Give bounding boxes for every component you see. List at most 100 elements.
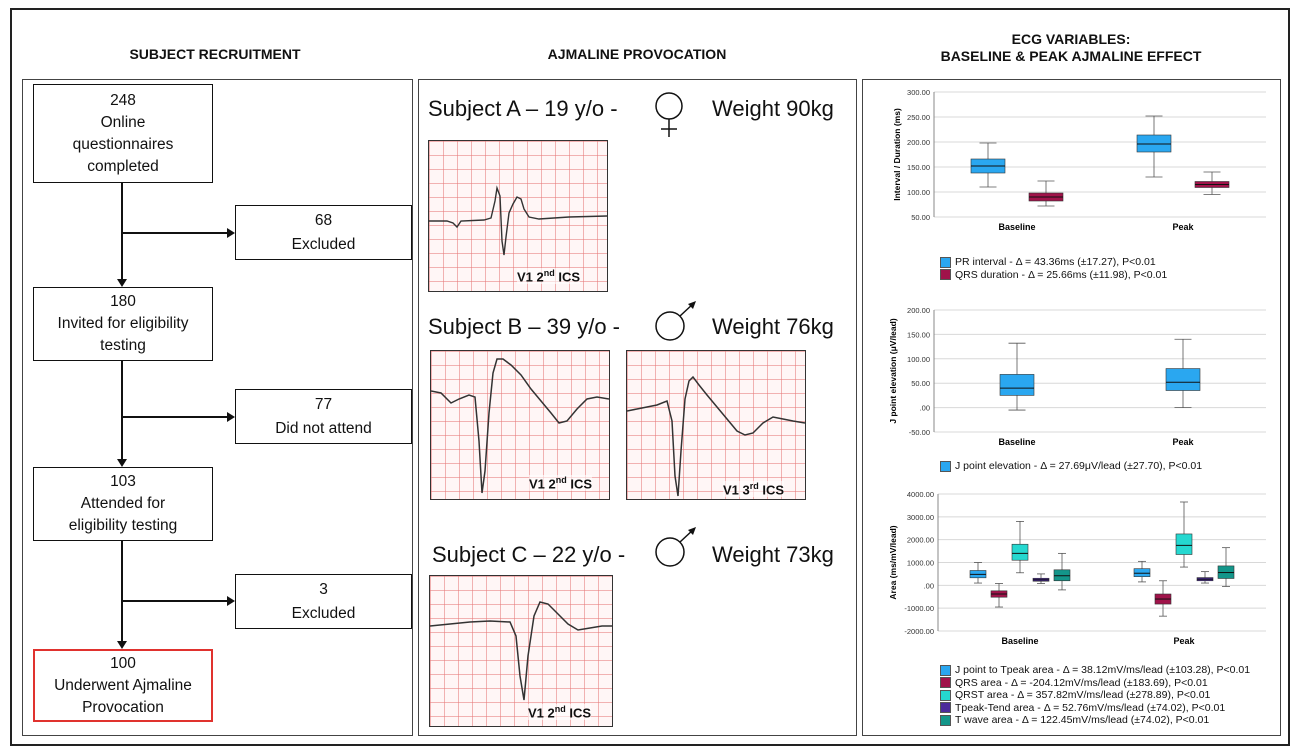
y-tick-label: 100.00 bbox=[907, 355, 930, 364]
flow-text: eligibility testing bbox=[68, 517, 178, 534]
ecg-trace-subject-b-v1-3rd: V1 3rd ICS bbox=[626, 350, 806, 500]
flow-count: 68 bbox=[314, 211, 333, 229]
chart-pr-qrs-boxplot: 50.00 100.00 150.00 200.00 250.00 300.00 Inter… bbox=[892, 88, 1266, 232]
subject-b-label: Subject B – 39 y/o - bbox=[428, 314, 620, 339]
arrow-down-icon bbox=[117, 641, 127, 649]
y-axis-label: Interval / Duration (ms) bbox=[892, 108, 902, 201]
y-tick-label: .00 bbox=[920, 404, 930, 413]
legend-item: J point to Tpeak area - Δ = 38.12mV/ms/l… bbox=[940, 664, 1250, 677]
header-ecg-line1: ECG VARIABLES: bbox=[1011, 31, 1131, 47]
legend-item: QRS area - Δ = -204.12mV/ms/lead (±183.6… bbox=[940, 677, 1250, 690]
header-ajmaline-provocation: AJMALINE PROVOCATION bbox=[547, 46, 727, 62]
y-tick-label: 100.00 bbox=[907, 188, 930, 197]
flow-text: Attended for bbox=[80, 495, 166, 512]
legend-area: J point to Tpeak area - Δ = 38.12mV/ms/l… bbox=[940, 664, 1250, 727]
male-symbol-icon bbox=[655, 301, 696, 341]
flow-text: Excluded bbox=[291, 604, 356, 622]
arrow-right-icon bbox=[227, 596, 235, 606]
flow-text: completed bbox=[87, 157, 159, 175]
legend-item: T wave area - Δ = 122.45mV/ms/lead (±74.… bbox=[940, 714, 1250, 727]
flow-text: questionnaires bbox=[72, 135, 174, 153]
ecg-lead-label: V1 2nd ICS bbox=[529, 475, 593, 492]
box-j-point-elevation bbox=[1165, 368, 1201, 391]
ecg-lead-label: V1 2nd ICS bbox=[528, 704, 592, 721]
y-tick-label: 1000.00 bbox=[907, 559, 934, 568]
male-symbol-icon bbox=[655, 527, 696, 567]
y-tick-label: 200.00 bbox=[907, 138, 930, 147]
header-subject-recruitment: SUBJECT RECRUITMENT bbox=[129, 46, 301, 62]
ecg-waveform bbox=[627, 375, 805, 497]
subject-a-weight: Weight 90kg bbox=[712, 96, 834, 121]
ecg-lead-label: V1 2nd ICS bbox=[517, 268, 581, 285]
chart-jpoint-boxplot: -50.00 .00 50.00 100.00 150.00 200.00 J point … bbox=[888, 306, 1266, 447]
x-category-label: Baseline bbox=[1001, 636, 1038, 646]
y-tick-label: 50.00 bbox=[911, 213, 930, 222]
y-tick-label: 200.00 bbox=[907, 306, 930, 315]
box-j-point-elevation bbox=[999, 374, 1035, 396]
ecg-lead-label: V1 3rd ICS bbox=[723, 481, 785, 498]
flow-connector bbox=[121, 361, 123, 459]
female-symbol-icon bbox=[655, 92, 683, 137]
box-j-point-to-tpeak-area bbox=[1133, 568, 1151, 577]
header-ecg-variables: ECG VARIABLES: BASELINE & PEAK AJMALINE … bbox=[862, 31, 1280, 65]
arrow-right-icon bbox=[227, 412, 235, 422]
flow-count: 3 bbox=[319, 580, 328, 598]
y-tick-label: -2000.00 bbox=[904, 627, 934, 636]
legend-swatch-qrst-area bbox=[940, 689, 951, 701]
legend-item: J point elevation - Δ = 27.69μV/lead (±2… bbox=[940, 460, 1202, 473]
flow-count: 103 bbox=[110, 473, 136, 490]
y-tick-label: 50.00 bbox=[911, 379, 930, 388]
legend-swatch-jpoint bbox=[940, 460, 951, 472]
flow-text: Underwent Ajmaline bbox=[54, 676, 192, 694]
x-category-label: Peak bbox=[1172, 437, 1194, 447]
subject-a-label: Subject A – 19 y/o - bbox=[428, 96, 618, 121]
flow-count: 77 bbox=[314, 395, 333, 413]
arrow-down-icon bbox=[117, 459, 127, 467]
flow-box-underwent-ajmaline: 100 Underwent Ajmaline Provocation bbox=[33, 649, 213, 722]
y-tick-label: .00 bbox=[924, 581, 934, 590]
legend-item: Tpeak-Tend area - Δ = 52.76mV/ms/lead (±… bbox=[940, 702, 1250, 715]
x-category-label: Baseline bbox=[998, 437, 1035, 447]
y-tick-label: 2000.00 bbox=[907, 536, 934, 545]
flow-box-questionnaires: 248 Online questionnaires completed bbox=[33, 84, 213, 183]
flow-box-did-not-attend: 77 Did not attend bbox=[235, 389, 412, 444]
y-tick-label: 250.00 bbox=[907, 113, 930, 122]
flow-connector bbox=[121, 541, 123, 641]
flow-box-excluded-1: 68 Excluded bbox=[235, 205, 412, 260]
flow-connector bbox=[122, 232, 227, 234]
legend-item: QRST area - Δ = 357.82mV/ms/lead (±278.8… bbox=[940, 689, 1250, 702]
ecg-waveform bbox=[430, 601, 612, 701]
y-tick-label: 3000.00 bbox=[907, 513, 934, 522]
legend-swatch-qrs bbox=[940, 269, 951, 281]
flow-box-excluded-3: 3 Excluded bbox=[235, 574, 412, 629]
flow-connector bbox=[122, 600, 227, 602]
flow-text: Invited for eligibility bbox=[57, 315, 189, 332]
ecg-waveform bbox=[429, 185, 607, 256]
x-category-label: Peak bbox=[1173, 636, 1195, 646]
arrow-down-icon bbox=[117, 279, 127, 287]
flow-box-attended: 103 Attended for eligibility testing bbox=[33, 467, 213, 541]
legend-swatch-pr bbox=[940, 256, 951, 268]
subject-c-weight: Weight 73kg bbox=[712, 542, 834, 567]
flow-text: Provocation bbox=[82, 698, 164, 716]
ecg-trace-subject-a-v1-2nd: V1 2nd ICS bbox=[428, 140, 608, 292]
y-tick-label: 300.00 bbox=[907, 88, 930, 97]
flow-text: Did not attend bbox=[275, 419, 372, 437]
legend-jpoint: J point elevation - Δ = 27.69μV/lead (±2… bbox=[940, 460, 1202, 473]
y-axis-label: J point elevation (μV/lead) bbox=[888, 318, 898, 423]
flow-box-invited: 180 Invited for eligibility testing bbox=[33, 287, 213, 361]
chart-area-boxplot: -2000.00 -1000.00 .00 1000.00 2000.00 3000.00… bbox=[888, 490, 1266, 646]
legend-swatch-jpoint-tpeak bbox=[940, 664, 951, 676]
y-tick-label: 150.00 bbox=[907, 330, 930, 339]
y-tick-label: -50.00 bbox=[909, 428, 930, 437]
y-tick-label: -1000.00 bbox=[904, 604, 934, 613]
ecg-trace-subject-b-v1-2nd: V1 2nd ICS bbox=[430, 350, 610, 500]
flow-count: 100 bbox=[110, 654, 136, 672]
ecg-waveform bbox=[431, 358, 609, 494]
y-tick-label: 4000.00 bbox=[907, 490, 934, 499]
subject-b-weight: Weight 76kg bbox=[712, 314, 834, 339]
flow-count: 248 bbox=[110, 91, 136, 109]
legend-swatch-twave bbox=[940, 714, 951, 726]
legend-swatch-qrs-area bbox=[940, 677, 951, 689]
arrow-right-icon bbox=[227, 228, 235, 238]
